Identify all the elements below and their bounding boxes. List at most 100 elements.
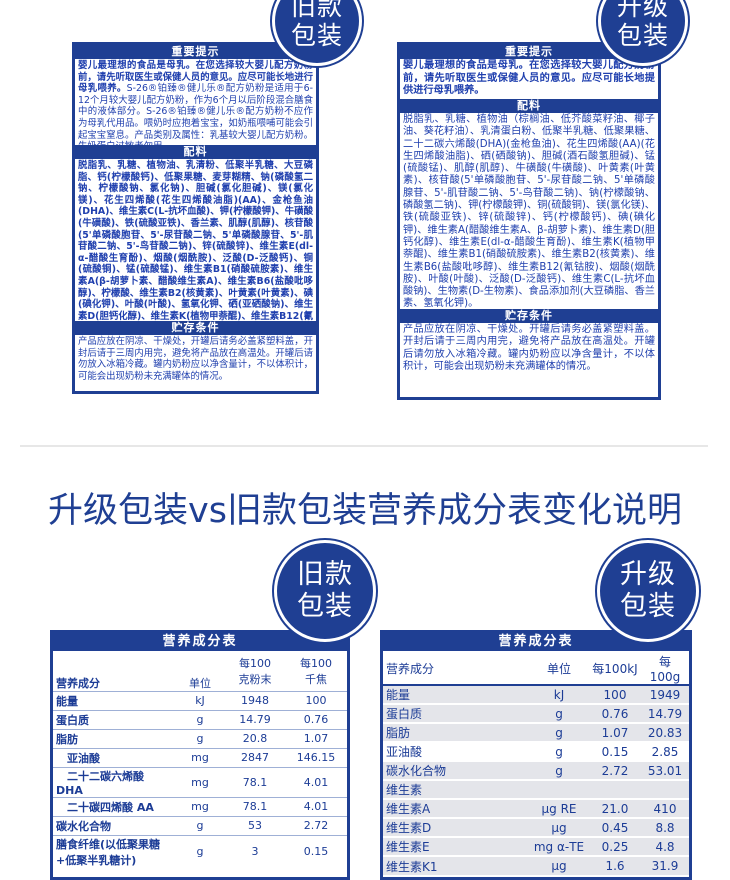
table-row: 碳水化合物 g 2.72 53.01 bbox=[383, 760, 689, 780]
value-col1: 20.8 bbox=[225, 728, 285, 748]
unit: mg α-TE bbox=[529, 836, 589, 856]
old-package-badge-top: 旧款 包装 bbox=[272, 0, 362, 66]
unit: mg bbox=[175, 796, 225, 816]
value-col2: 1949 bbox=[641, 684, 689, 704]
old-tips-text: 婴儿最理想的食品是母乳。在您选择较大婴儿配方奶粉前，请先听取医生或保健人员的意见… bbox=[75, 59, 316, 145]
new-header-per100kj: 每100kJ bbox=[589, 651, 641, 686]
old-tips-heading: 重要提示 bbox=[75, 45, 316, 59]
value-col1: 0.76 bbox=[589, 703, 641, 723]
unit: μg bbox=[529, 817, 589, 837]
old-header-per100g: 每100 克粉末 bbox=[238, 656, 272, 686]
value-col2: 146.15 bbox=[285, 747, 347, 767]
table-row: 维生素A μg RE 21.0 410 bbox=[383, 798, 689, 818]
unit: g bbox=[529, 703, 589, 723]
unit: g bbox=[529, 741, 589, 761]
unit: μg bbox=[529, 855, 589, 875]
nutrient-name: 二十二碳六烯酸 DHA bbox=[53, 766, 175, 797]
nutrient-name: 维生素E bbox=[383, 836, 529, 856]
value-col2: 1.07 bbox=[285, 728, 347, 748]
unit: g bbox=[175, 834, 225, 868]
value-col2: 2.72 bbox=[285, 815, 347, 835]
nutrient-name: 膳食纤维(以低聚果糖+低聚半乳糖计) bbox=[53, 834, 175, 868]
value-col2: 2.85 bbox=[641, 741, 689, 761]
old-nutrition-table: 营养成分表 营养成分 单位 每100 克粉末 每100 千焦 能量 kJ 1948 1… bbox=[50, 630, 350, 880]
value-col2: 4.8 bbox=[641, 836, 689, 856]
value-col1 bbox=[589, 779, 641, 799]
old-ingredients-heading: 配料 bbox=[75, 145, 316, 159]
nutrient-name: 脂肪 bbox=[383, 722, 529, 742]
table-row: 维生素D μg 0.45 8.8 bbox=[383, 817, 689, 837]
new-table-title: 营养成分表 bbox=[383, 633, 689, 651]
value-col2: 100 bbox=[285, 690, 347, 710]
unit: kJ bbox=[175, 690, 225, 710]
value-col2: 0.15 bbox=[285, 834, 347, 868]
value-col2: 53.01 bbox=[641, 760, 689, 780]
new-storage-heading: 贮存条件 bbox=[400, 309, 658, 323]
nutrient-name: 蛋白质 bbox=[383, 703, 529, 723]
value-col2: 20.83 bbox=[641, 722, 689, 742]
value-col1: 78.1 bbox=[225, 766, 285, 797]
table-row: 脂肪 g 1.07 20.83 bbox=[383, 722, 689, 742]
nutrient-name: 亚油酸 bbox=[53, 747, 175, 767]
new-ingredients-text: 脱脂乳、乳糖、植物油（棕榈油、低芥酸菜籽油、椰子油、葵花籽油）、乳清蛋白粉、低聚… bbox=[403, 114, 655, 309]
nutrient-name: 二十碳四烯酸 AA bbox=[53, 796, 175, 816]
new-tips-text: 婴儿最理想的食品是母乳。在您选择较大婴儿配方奶粉前，请先听取医生或保健人员的意见… bbox=[403, 60, 655, 96]
nutrient-name: 蛋白质 bbox=[53, 709, 175, 729]
table-row: 能量 kJ 100 1949 bbox=[383, 684, 689, 704]
table-row: 脂肪 g 20.8 1.07 bbox=[53, 728, 347, 748]
unit bbox=[529, 779, 589, 799]
new-header-unit: 单位 bbox=[529, 651, 589, 686]
table-row: 亚油酸 g 0.15 2.85 bbox=[383, 741, 689, 761]
value-col1: 100 bbox=[589, 684, 641, 704]
nutrient-name: 维生素K1 bbox=[383, 855, 529, 875]
old-storage-heading: 贮存条件 bbox=[75, 321, 316, 335]
table-row: 蛋白质 g 14.79 0.76 bbox=[53, 709, 347, 729]
table-row: 二十碳四烯酸 AA mg 78.1 4.01 bbox=[53, 796, 347, 816]
value-col2: 31.9 bbox=[641, 855, 689, 875]
value-col1: 1.07 bbox=[589, 722, 641, 742]
value-col2: 14.79 bbox=[641, 703, 689, 723]
unit: g bbox=[529, 760, 589, 780]
old-tips-bold: 婴儿最理想的食品是母乳。在您选择较大婴儿配方奶粉前，请先听取医生或保健人员的意见… bbox=[78, 60, 313, 95]
unit: g bbox=[175, 728, 225, 748]
value-col2: 0.76 bbox=[285, 709, 347, 729]
old-table-title: 营养成分表 bbox=[53, 633, 347, 651]
value-col2: 410 bbox=[641, 798, 689, 818]
table-row: 能量 kJ 1948 100 bbox=[53, 690, 347, 710]
old-package-badge: 旧款 包装 bbox=[274, 540, 376, 642]
nutrient-name: 能量 bbox=[383, 684, 529, 704]
nutrient-name: 能量 bbox=[53, 690, 175, 710]
new-nutrition-table: 营养成分表 营养成分 单位 每100kJ 每100g 能量 kJ 100 1949 蛋白… bbox=[380, 630, 692, 880]
nutrient-name: 脂肪 bbox=[53, 728, 175, 748]
table-row: 二十二碳六烯酸 DHA mg 78.1 4.01 bbox=[53, 766, 347, 797]
value-col1: 1.6 bbox=[589, 855, 641, 875]
value-col1: 14.79 bbox=[225, 709, 285, 729]
section-title: 升级包装vs旧款包装营养成分表变化说明 bbox=[48, 491, 682, 531]
value-col1: 0.15 bbox=[589, 741, 641, 761]
value-col1: 0.25 bbox=[589, 836, 641, 856]
old-ingredients-text: 脱脂乳、乳糖、植物油、乳清粉、低聚半乳糖、大豆磷脂、钙(柠檬酸钙)、低聚果糖、麦… bbox=[78, 160, 313, 321]
nutrient-name: 维生素 bbox=[383, 779, 529, 799]
nutrient-name: 碳水化合物 bbox=[383, 760, 529, 780]
value-col2 bbox=[641, 779, 689, 799]
unit: kJ bbox=[529, 684, 589, 704]
value-col1: 0.45 bbox=[589, 817, 641, 837]
nutrient-name: 亚油酸 bbox=[383, 741, 529, 761]
value-col2: 8.8 bbox=[641, 817, 689, 837]
value-col1: 2.72 bbox=[589, 760, 641, 780]
table-row: 膳食纤维(以低聚果糖+低聚半乳糖计) g 3 0.15 bbox=[53, 834, 347, 868]
value-col1: 2847 bbox=[225, 747, 285, 767]
old-header-name: 营养成分 bbox=[56, 676, 100, 690]
old-header-per100kj: 每100 千焦 bbox=[300, 656, 332, 686]
unit: g bbox=[175, 815, 225, 835]
section-divider bbox=[20, 445, 708, 447]
new-package-label: 重要提示 婴儿最理想的食品是母乳。在您选择较大婴儿配方奶粉前，请先听取医生或保健… bbox=[397, 42, 661, 400]
table-row: 维生素K1 μg 1.6 31.9 bbox=[383, 855, 689, 875]
unit: mg bbox=[175, 747, 225, 767]
new-tips-heading: 重要提示 bbox=[400, 45, 658, 59]
new-package-badge: 升级 包装 bbox=[597, 540, 699, 642]
value-col1: 1948 bbox=[225, 690, 285, 710]
value-col2: 4.01 bbox=[285, 766, 347, 797]
old-header-unit: 单位 bbox=[189, 676, 211, 690]
unit: μg RE bbox=[529, 798, 589, 818]
